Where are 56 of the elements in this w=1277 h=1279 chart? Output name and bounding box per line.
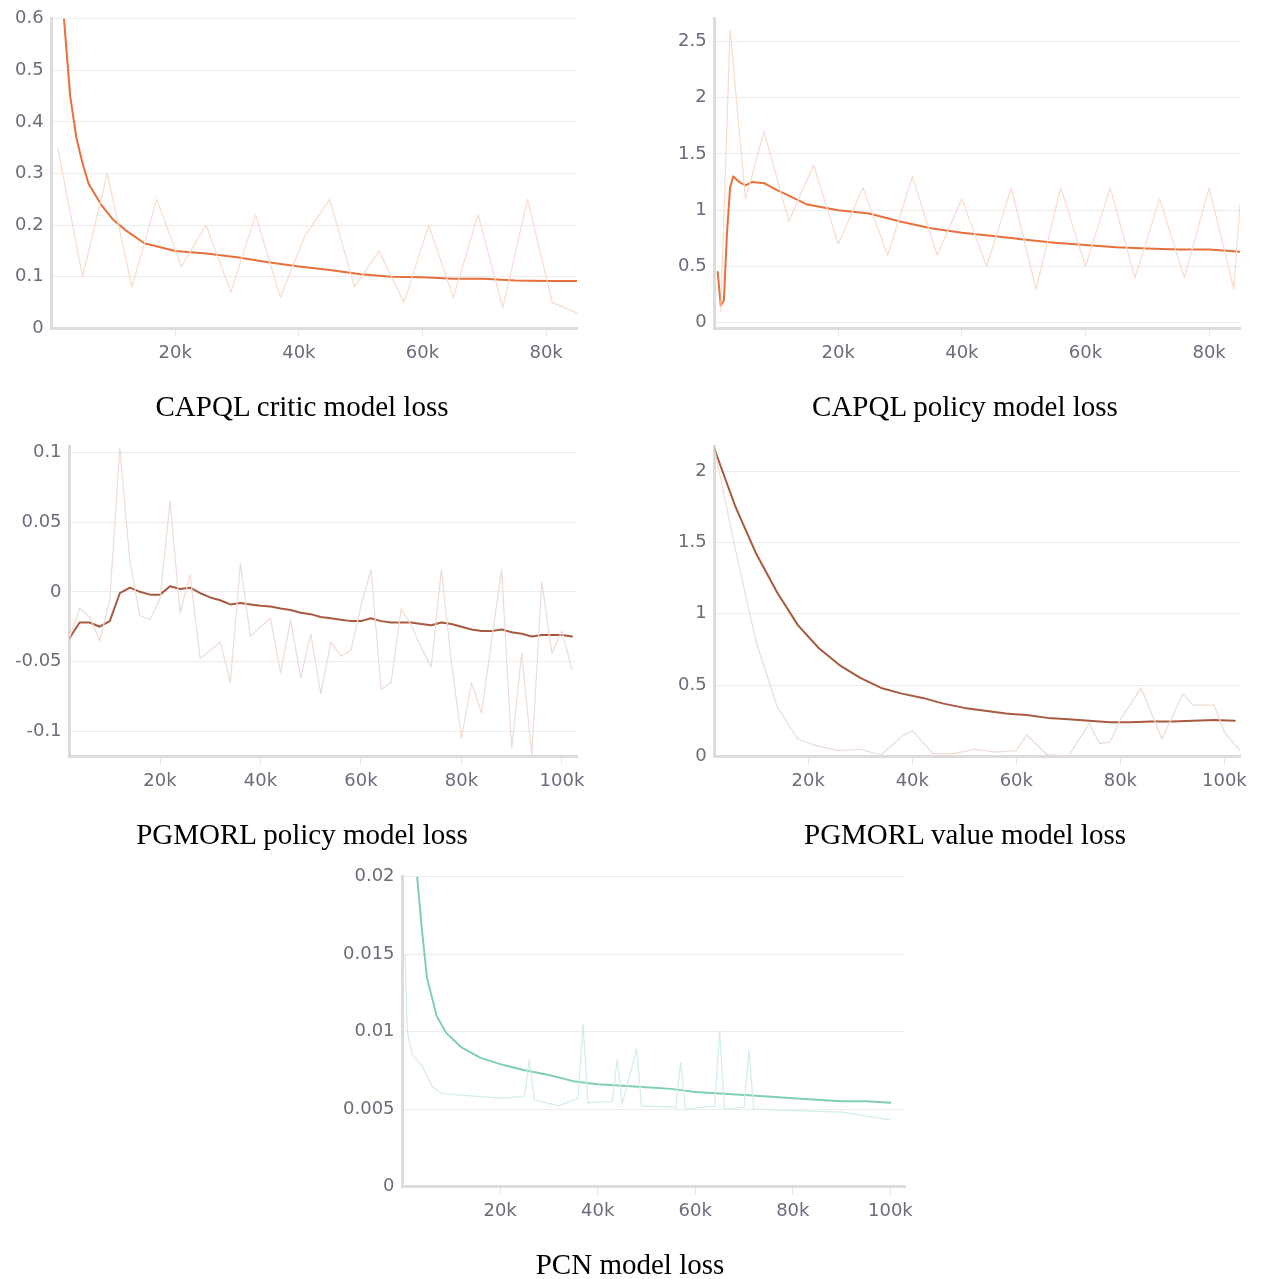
y-tick-label: 0.2 (14, 212, 44, 234)
y-tick-label: 0.1 (14, 264, 44, 286)
x-tick-label: 40k (243, 768, 278, 790)
x-tick-label: 80k (529, 340, 564, 362)
x-tick-label: 100k (867, 1198, 914, 1220)
y-tick-label: 2 (695, 458, 707, 480)
y-tick-label: 2.5 (677, 28, 707, 50)
x-tick-label: 60k (999, 768, 1034, 790)
y-tick-label: 0 (383, 1174, 395, 1196)
x-tick-label: 80k (776, 1198, 811, 1220)
x-tick-label: 40k (945, 340, 980, 362)
y-tick-label: -0.1 (26, 718, 62, 740)
text: PGMORL value model loss (803, 818, 1127, 851)
x-tick-label: 40k (282, 340, 317, 362)
y-tick-label: 2 (695, 85, 707, 107)
y-tick-label: 0.5 (677, 672, 707, 694)
x-tick-label: 60k (678, 1198, 713, 1220)
x-tick-label: 60k (1068, 340, 1103, 362)
y-tick-label: 0.005 (343, 1096, 395, 1118)
y-tick-label: 0.05 (21, 509, 62, 531)
x-tick-label: 20k (483, 1198, 518, 1220)
x-tick-label: 40k (581, 1198, 615, 1220)
y-tick-label: 0 (695, 310, 707, 332)
y-tick-label: 0.3 (14, 161, 44, 183)
x-tick-label: 80k (1103, 768, 1138, 790)
x-tick-label: 20k (158, 340, 193, 362)
x-tick-label: 60k (405, 340, 440, 362)
y-tick-label: 0.02 (354, 864, 395, 886)
y-tick-label: 1 (695, 197, 707, 219)
text: CAPQL critic model loss (154, 390, 450, 423)
x-tick-label: 80k (1192, 340, 1227, 362)
x-tick-label: 20k (791, 768, 826, 790)
y-tick-label: 0.4 (14, 109, 44, 131)
y-tick-label: 0.015 (343, 941, 395, 963)
y-tick-label: 0.6 (14, 6, 44, 28)
x-tick-label: 20k (143, 768, 178, 790)
y-tick-label: 0 (32, 316, 44, 338)
y-tick-label: 0.5 (14, 58, 44, 80)
x-tick-label: 60k (344, 768, 379, 790)
x-tick-label: 80k (444, 768, 479, 790)
y-tick-label: 0.5 (677, 254, 707, 276)
x-tick-label: 100k (1202, 768, 1248, 790)
y-tick-label: 0 (50, 579, 62, 601)
y-tick-label: -0.05 (15, 649, 62, 671)
x-tick-label: 40k (895, 768, 930, 790)
text: CAPQL policy model loss (811, 390, 1119, 423)
y-tick-label: 1.5 (677, 141, 707, 163)
text: PGMORL policy model loss (135, 818, 469, 851)
y-tick-label: 1 (695, 601, 707, 623)
y-tick-label: 0.01 (354, 1019, 395, 1041)
y-tick-label: 1.5 (677, 530, 707, 552)
y-tick-label: 0.1 (32, 440, 62, 462)
x-tick-label: 20k (821, 340, 856, 362)
x-tick-label: 100k (539, 768, 585, 790)
text: PCN model loss (534, 1248, 726, 1279)
y-tick-label: 0 (695, 744, 707, 766)
